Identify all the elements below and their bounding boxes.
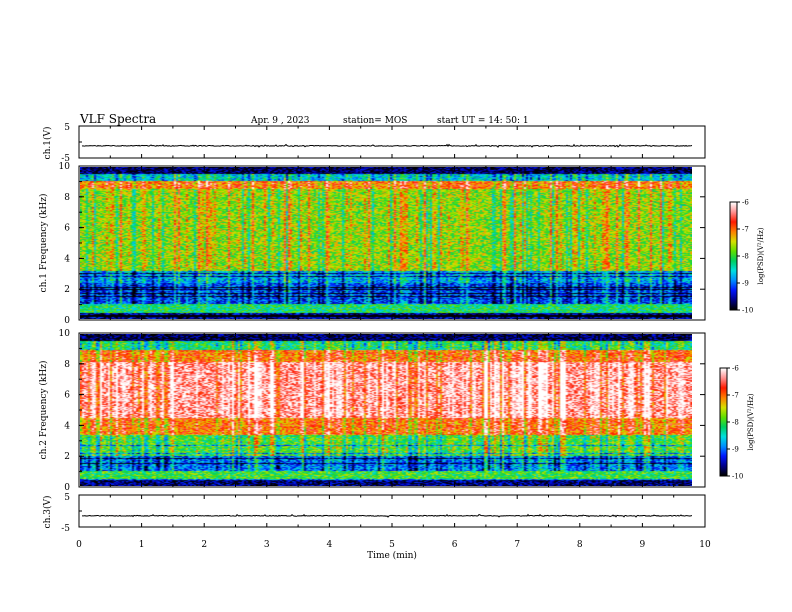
time-axis: 0 1 2 3 4 5 6 7 8 9 10 — [76, 540, 711, 550]
ch1-waveform-frame — [78, 125, 706, 159]
y-tick-label: 8 — [64, 193, 70, 203]
colorbar-tick-label: -6 — [732, 365, 739, 373]
ch2-spectrogram-ylabel: ch.2 Frequency (kHz) — [38, 361, 49, 460]
y-tick-label: 6 — [64, 224, 70, 234]
colorbar-tick-label: -10 — [742, 307, 753, 315]
ch1-colorbar: -6 -7 -8 -9 -10 log(PSD)(V²/Hz) — [729, 199, 765, 315]
ch2-spectrogram-panel: 0 2 4 6 8 10 ch.2 Frequency (kHz) — [38, 329, 706, 493]
ch1-spectrogram-frame — [78, 165, 706, 321]
station-label: station= MOS — [343, 116, 407, 126]
ch1-colorbar-gradient — [730, 202, 737, 310]
x-tick-label: 8 — [577, 540, 583, 550]
y-tick-label: 10 — [59, 162, 71, 172]
colorbar-tick-label: -8 — [742, 253, 749, 261]
ch1-ytick-top: 5 — [64, 123, 70, 133]
colorbar-tick-label: -8 — [732, 419, 739, 427]
ch3-waveform-ticks — [78, 494, 706, 528]
x-tick-label: 7 — [514, 540, 520, 550]
ch2-spectrogram-image — [80, 334, 692, 486]
x-tick-label: 9 — [640, 540, 646, 550]
colorbar-tick-label: -6 — [742, 199, 749, 207]
ch1-waveform-ticks — [78, 125, 706, 159]
y-tick-label: 10 — [59, 329, 71, 339]
ch3-ytick-bottom: -5 — [61, 524, 70, 534]
x-axis-label: Time (min) — [367, 550, 417, 561]
y-tick-label: 2 — [64, 285, 70, 295]
figure-title: VLF Spectra — [79, 112, 156, 126]
x-tick-label: 0 — [76, 540, 82, 550]
ch2-spectrogram-frame — [78, 332, 706, 488]
ch1-colorbar-label: log(PSD)(V²/Hz) — [757, 227, 765, 284]
colorbar-tick-label: -7 — [742, 226, 749, 234]
ch1-waveform-ylabel: ch.1(V) — [42, 127, 53, 160]
ch1-colorbar-ticks: -6 -7 -8 -9 -10 — [737, 199, 753, 315]
x-tick-label: 4 — [327, 540, 333, 550]
ch2-colorbar-label: log(PSD)(V²/Hz) — [747, 393, 755, 450]
y-tick-label: 0 — [64, 316, 70, 326]
ch1-waveform-panel: 5 -5 ch.1(V) — [42, 123, 706, 164]
ch2-colorbar-ticks: -6 -7 -8 -9 -10 — [727, 365, 743, 481]
y-tick-label: 4 — [64, 254, 70, 264]
colorbar-tick-label: -7 — [732, 392, 739, 400]
x-tick-label: 2 — [201, 540, 207, 550]
ch3-waveform-frame — [78, 494, 706, 528]
x-tick-label: 1 — [139, 540, 145, 550]
date-label: Apr. 9 , 2023 — [250, 116, 310, 126]
y-tick-label: 0 — [64, 483, 70, 493]
x-tick-label: 3 — [264, 540, 270, 550]
ch1-ytick-bottom: -5 — [61, 154, 70, 164]
ch3-waveform-ylabel: ch.3(V) — [42, 496, 53, 529]
y-tick-label: 8 — [64, 360, 70, 370]
y-tick-label: 4 — [64, 421, 70, 431]
colorbar-tick-label: -10 — [732, 473, 743, 481]
ch3-waveform-line — [81, 513, 693, 518]
y-tick-label: 2 — [64, 452, 70, 462]
colorbar-tick-label: -9 — [732, 446, 739, 454]
start-time-label: start UT = 14: 50: 1 — [437, 116, 529, 126]
ch1-spectrogram-panel: 0 2 4 6 8 10 ch.1 Frequency (kHz) — [38, 162, 706, 326]
x-tick-label: 5 — [389, 540, 395, 550]
ch3-waveform-panel: 5 -5 ch.3(V) — [42, 493, 706, 534]
ch3-ytick-top: 5 — [64, 493, 70, 503]
colorbar-tick-label: -9 — [742, 280, 749, 288]
ch2-colorbar: -6 -7 -8 -9 -10 log(PSD)(V²/Hz) — [719, 365, 755, 481]
y-tick-label: 6 — [64, 391, 70, 401]
ch1-waveform-line — [81, 143, 693, 148]
ch1-spectrogram-ylabel: ch.1 Frequency (kHz) — [38, 194, 49, 293]
x-tick-label: 6 — [452, 540, 458, 550]
x-tick-label: 10 — [699, 540, 711, 550]
ch1-spectrogram-image — [80, 167, 692, 319]
ch2-colorbar-gradient — [720, 368, 727, 476]
